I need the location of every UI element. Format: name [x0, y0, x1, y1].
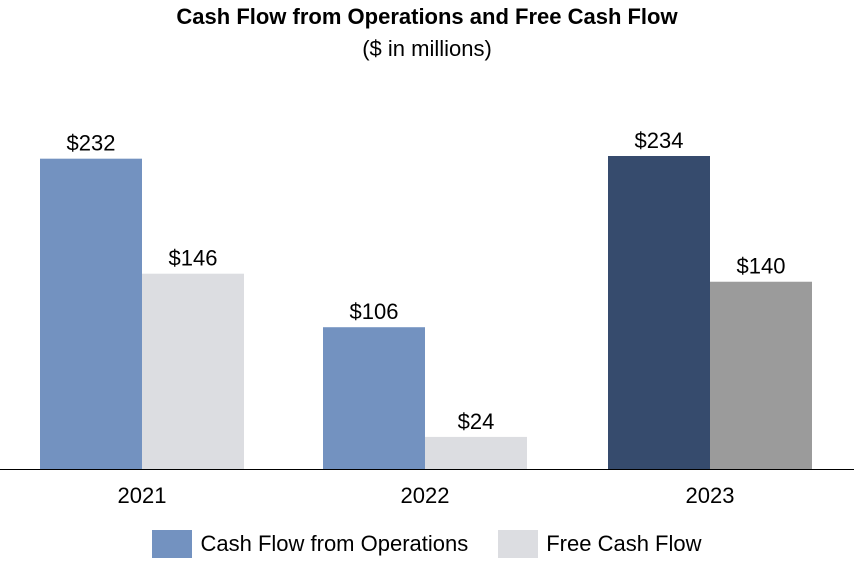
legend-label-free-cash-flow: Free Cash Flow — [546, 531, 702, 556]
data-label-free-cash-flow-2022: $24 — [458, 409, 495, 434]
data-label-free-cash-flow-2021: $146 — [169, 246, 218, 271]
bar-cash-flow-from-operations-2023 — [608, 156, 710, 469]
legend-item-free-cash-flow: Free Cash Flow — [498, 530, 702, 558]
chart-title: Cash Flow from Operations and Free Cash … — [176, 4, 678, 29]
legend-item-cash-flow-operations: Cash Flow from Operations — [152, 530, 468, 558]
bar-free-cash-flow-2022 — [425, 436, 527, 469]
data-label-free-cash-flow-2023: $140 — [737, 254, 786, 279]
data-label-cash-flow-from-operations-2022: $106 — [350, 299, 399, 324]
x-tick-label-2021: 2021 — [118, 483, 167, 508]
bar-free-cash-flow-2021 — [142, 273, 244, 469]
bar-cash-flow-from-operations-2022 — [323, 327, 425, 469]
chart-subtitle: ($ in millions) — [362, 36, 492, 61]
legend-swatch-free-cash-flow — [498, 530, 539, 558]
bar-chart: $232 $146 2021 $106 $24 2022 $234 $140 2023 — [0, 128, 854, 508]
bar-free-cash-flow-2023 — [710, 281, 812, 469]
x-tick-label-2022: 2022 — [401, 483, 450, 508]
data-label-cash-flow-from-operations-2023: $234 — [635, 128, 684, 153]
bar-cash-flow-from-operations-2021 — [40, 158, 142, 469]
legend-swatch-cash-flow-operations — [152, 530, 193, 558]
legend: Cash Flow from Operations Free Cash Flow — [0, 530, 854, 558]
legend-label-cash-flow-operations: Cash Flow from Operations — [200, 531, 469, 556]
data-label-cash-flow-from-operations-2021: $232 — [67, 131, 116, 156]
x-tick-label-2023: 2023 — [686, 483, 735, 508]
